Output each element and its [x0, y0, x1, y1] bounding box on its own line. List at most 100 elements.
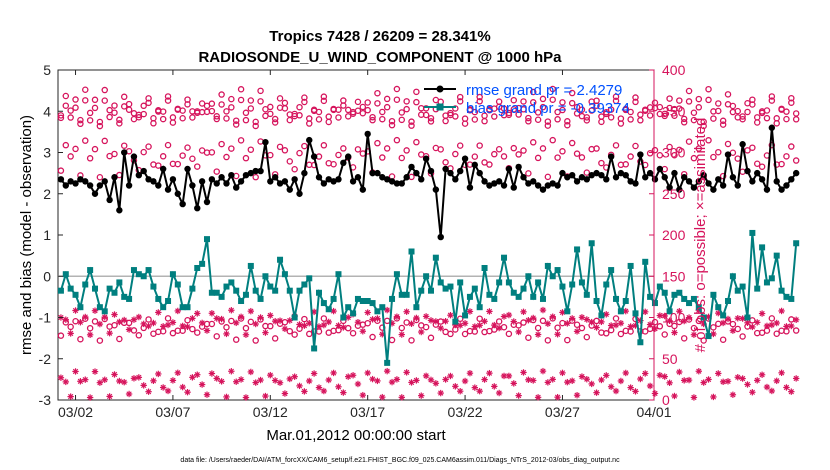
assimilated-obs-point: [437, 389, 444, 397]
asterisk-stroke: [389, 379, 395, 385]
bias-point: [763, 279, 770, 286]
y-tick-label: 2: [43, 186, 51, 202]
rmse-point: [135, 171, 143, 179]
assimilated-obs-point: [476, 387, 483, 395]
possible-obs-point: [111, 150, 118, 158]
assimilated-obs-point: [588, 380, 595, 388]
possible-obs-point: [544, 173, 552, 181]
rmse-point: [247, 169, 255, 177]
y2-tick-label: 350: [662, 103, 686, 119]
assimilated-obs-point: [213, 375, 220, 382]
y2-tick-label: 400: [662, 62, 686, 78]
bias-point: [559, 283, 566, 290]
assimilated-obs-point: [121, 378, 128, 386]
rmse-point: [364, 130, 371, 138]
rmse-point: [495, 178, 503, 185]
possible-obs-point: [325, 159, 332, 167]
assimilated-obs-point: [286, 375, 293, 383]
rmse-point: [646, 169, 654, 177]
possible-obs-point: [515, 322, 522, 329]
footer-file-path: data file: /Users/raeder/DAI/ATM_forcXX/…: [180, 457, 620, 464]
y2-axis-ticks: 0 50 100 150 200 250 300 350 400: [649, 62, 686, 408]
asterisk-stroke: [126, 391, 132, 397]
asterisk-stroke: [486, 308, 493, 315]
possible-obs-point: [500, 111, 508, 119]
possible-obs-point: [140, 110, 147, 118]
assimilated-obs-point: [271, 377, 279, 384]
asterisk-stroke: [525, 317, 532, 323]
possible-obs-point: [695, 145, 703, 152]
rmse-series: [57, 124, 800, 241]
asterisk-stroke: [618, 378, 624, 384]
asterisk-stroke: [184, 389, 191, 395]
rmse-point: [486, 182, 493, 189]
possible-obs-point: [257, 98, 264, 105]
rmse-point: [179, 200, 186, 208]
rmse-point: [403, 174, 410, 181]
assimilated-obs-point: [179, 383, 186, 391]
possible-obs-point: [403, 98, 410, 105]
assimilated-obs-point: [603, 372, 610, 379]
possible-obs-point: [632, 98, 639, 106]
bias-point: [369, 300, 376, 307]
possible-obs-point: [291, 166, 298, 173]
asterisk-stroke: [282, 390, 288, 397]
bias-point: [778, 287, 785, 294]
assimilated-obs-point: [554, 393, 561, 401]
possible-obs-point: [705, 137, 712, 144]
bias-point: [627, 262, 634, 269]
possible-obs-point: [627, 108, 634, 116]
asterisk-stroke: [228, 368, 235, 374]
assimilated-obs-point: [413, 314, 420, 322]
assimilated-obs-point: [349, 372, 357, 379]
asterisk-stroke: [77, 319, 84, 325]
asterisk-stroke: [233, 379, 239, 385]
bias-point: [96, 304, 103, 311]
assimilated-obs-point: [486, 308, 493, 315]
bias-point: [82, 281, 89, 288]
possible-obs-point: [383, 145, 391, 152]
asterisk-stroke: [233, 320, 239, 326]
assimilated-obs-point: [583, 316, 591, 323]
asterisk-stroke: [681, 318, 687, 324]
possible-obs-point: [296, 103, 303, 111]
possible-obs-point: [534, 109, 542, 116]
assimilated-obs-point: [130, 375, 138, 382]
possible-obs-point: [408, 118, 415, 125]
possible-obs-point: [116, 116, 123, 124]
bias-point: [145, 267, 152, 274]
rmse-point: [276, 180, 284, 187]
asterisk-stroke: [696, 368, 702, 374]
asterisk-stroke: [681, 377, 687, 384]
possible-obs-point: [189, 108, 196, 115]
bias-point: [286, 287, 293, 294]
asterisk-stroke: [209, 370, 215, 377]
possible-obs-point: [568, 89, 576, 97]
assimilated-obs-point: [500, 372, 508, 380]
asterisk-stroke: [447, 373, 454, 379]
possible-obs-point: [301, 98, 308, 106]
bias-point: [583, 291, 590, 298]
rmse-point: [101, 178, 108, 185]
possible-obs-point: [247, 146, 255, 153]
possible-obs-point: [164, 93, 172, 100]
asterisk-stroke: [530, 315, 536, 321]
assimilated-obs-point: [466, 369, 474, 377]
x-tick-label: 03/02: [58, 404, 93, 420]
possible-obs-point: [598, 113, 605, 120]
rmse-point: [301, 169, 308, 177]
possible-obs-point: [529, 88, 537, 96]
possible-obs-point: [452, 150, 459, 158]
bias-point: [72, 291, 79, 298]
possible-obs-point: [116, 120, 123, 127]
rmse-point: [690, 184, 698, 191]
rmse-point: [393, 180, 401, 187]
possible-obs-point: [91, 145, 99, 153]
possible-obs-point: [442, 159, 449, 166]
assimilated-obs-point: [471, 323, 479, 330]
asterisk-stroke: [345, 314, 351, 321]
assimilated-obs-point: [413, 377, 420, 384]
assimilated-obs-point: [549, 376, 556, 383]
possible-obs-point: [393, 96, 401, 103]
possible-obs-point: [705, 85, 712, 93]
